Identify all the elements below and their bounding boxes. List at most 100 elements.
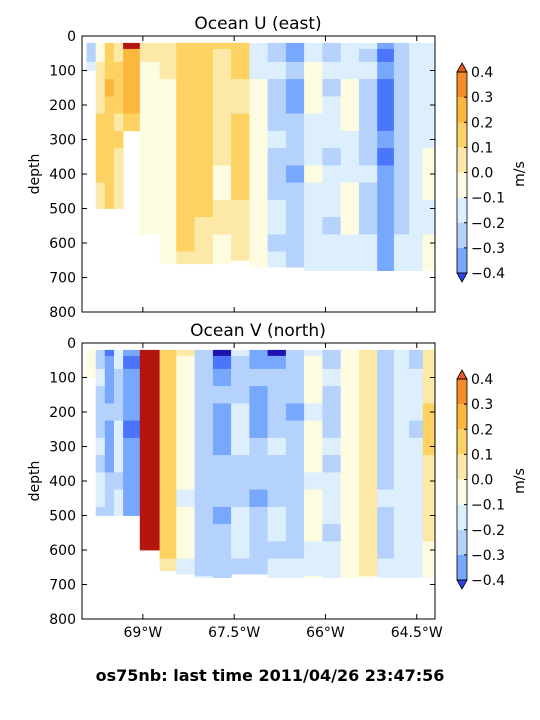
heatmap-cell	[422, 148, 436, 166]
heatmap-cell	[176, 182, 195, 201]
heatmap-cell	[159, 61, 177, 80]
heatmap-cell	[267, 489, 287, 508]
heatmap-cell	[422, 455, 436, 473]
heatmap-cell	[231, 79, 250, 97]
heatmap-cell	[304, 182, 323, 201]
heatmap-cell	[304, 79, 323, 97]
heatmap-cell	[194, 455, 214, 473]
heatmap-cell	[249, 251, 269, 268]
heatmap-cell	[267, 217, 287, 235]
heatmap-cell	[322, 489, 342, 508]
heatmap-cell	[123, 349, 141, 357]
colorbar-tick-label: −0.2	[471, 216, 505, 232]
heatmap-cell	[104, 79, 115, 97]
heatmap-cell	[194, 403, 214, 421]
heatmap-cell	[422, 368, 436, 387]
heatmap-cell	[194, 558, 214, 577]
heatmap-cell	[176, 368, 195, 387]
heatmap-cell	[393, 524, 410, 542]
heatmap-cell	[393, 42, 410, 50]
y-tick-label: 200	[49, 405, 76, 421]
colorbar-tick-label: 0.0	[471, 166, 493, 182]
heatmap-cell	[176, 349, 195, 357]
heatmap-cell	[267, 506, 287, 525]
heatmap-cell	[285, 217, 305, 235]
heatmap-cell	[322, 148, 342, 166]
heatmap-cell	[393, 541, 410, 559]
heatmap-cell	[249, 234, 269, 252]
heatmap-cell	[422, 48, 436, 63]
heatmap-cell	[304, 268, 323, 271]
heatmap-cell	[139, 368, 160, 387]
heatmap-cell	[95, 437, 106, 456]
heatmap-cell	[340, 437, 360, 456]
heatmap-cell	[285, 437, 305, 456]
heatmap-cell	[285, 199, 305, 218]
heatmap-cell	[358, 368, 378, 387]
heatmap-cell	[393, 472, 410, 490]
heatmap-cell	[212, 182, 232, 201]
heatmap-cell	[285, 251, 305, 268]
heatmap-cell	[159, 130, 177, 149]
heatmap-cell	[123, 489, 141, 508]
heatmap-cell	[212, 79, 232, 97]
heatmap-cell	[249, 42, 269, 50]
heatmap-cell	[322, 268, 342, 271]
y-tick-label: 500	[49, 202, 76, 218]
colorbar-tick-label: −0.4	[471, 573, 505, 589]
colorbar-segment	[457, 554, 467, 581]
heatmap-cell	[104, 455, 115, 473]
colorbar-u: 0.4 0.3 0.2 0.1 0.0 −0.1 −0.2 −0.3 −0.4	[456, 62, 505, 283]
heatmap-cell	[267, 130, 287, 149]
heatmap-cell	[409, 368, 424, 387]
heatmap-cell	[358, 42, 378, 50]
y-tick-label: 100	[49, 371, 76, 387]
heatmap-cell	[377, 575, 395, 578]
heatmap-cell	[285, 165, 305, 183]
heatmap-cell	[422, 182, 436, 201]
heatmap-cell	[322, 182, 342, 201]
heatmap-cell	[267, 113, 287, 132]
heatmap-cell	[322, 349, 342, 357]
heatmap-cell	[194, 199, 214, 218]
heatmap-cell	[393, 558, 410, 577]
heatmap-cell	[340, 113, 360, 132]
heatmap-cell	[422, 199, 436, 218]
colorbar-extend-top	[456, 62, 468, 73]
colorbar-v: 0.4 0.3 0.2 0.1 0.0 −0.1 −0.2 −0.3 −0.4	[456, 369, 505, 590]
heatmap-cell	[194, 182, 214, 201]
heatmap-cell	[422, 61, 436, 80]
heatmap-cell	[139, 489, 160, 508]
heatmap-cell	[95, 79, 106, 97]
heatmap-cell	[104, 506, 115, 516]
heatmap-cell	[212, 113, 232, 132]
colorbar-segment	[457, 172, 467, 198]
heatmap-cell	[139, 182, 160, 201]
heatmap-cell	[322, 61, 342, 80]
heatmap-cell	[285, 355, 305, 370]
heatmap-cell	[322, 386, 342, 404]
heatmap-cell	[340, 148, 360, 166]
heatmap-cell	[194, 148, 214, 166]
heatmap-cell	[409, 455, 424, 473]
heatmap-cell	[304, 165, 323, 183]
heatmap-cell	[159, 96, 177, 114]
heatmap-cell	[194, 541, 214, 559]
panel-ocean-u: Ocean U (east) 0 100 200 300 400 500 600 700 800…	[27, 14, 528, 321]
heatmap-cell	[377, 268, 395, 271]
heatmap-cell	[393, 148, 410, 166]
x-tick-label: 69°W	[124, 625, 163, 641]
y-tick-label: 700	[49, 578, 76, 594]
heatmap-cell	[267, 386, 287, 404]
heatmap-cell	[231, 61, 250, 80]
y-tick-label: 0	[67, 336, 76, 352]
heatmap-cell	[340, 506, 360, 525]
heatmap-cell	[123, 455, 141, 473]
heatmap-cell	[285, 182, 305, 201]
x-tick-label: 66°W	[306, 625, 345, 641]
heatmap-cell	[212, 355, 232, 370]
heatmap-cell	[393, 79, 410, 97]
heatmap-cell	[139, 113, 160, 132]
heatmap-cell	[231, 437, 250, 456]
heatmap-cell	[304, 148, 323, 166]
